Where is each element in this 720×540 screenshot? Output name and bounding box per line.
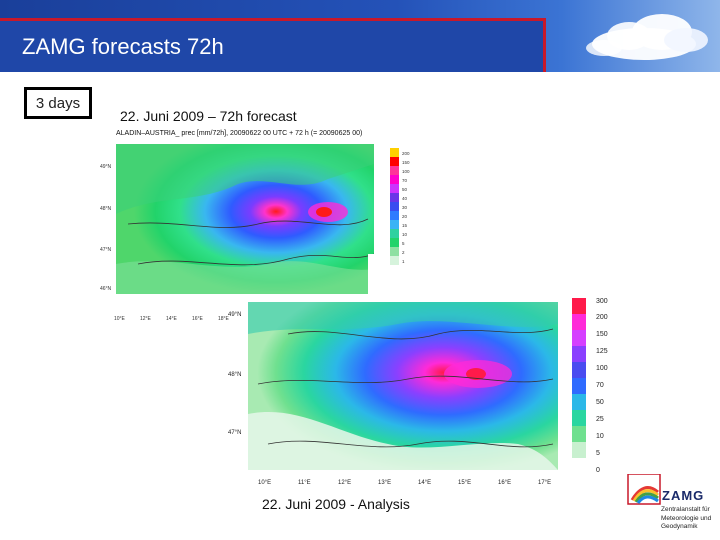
forecast-lon-label: 16°E [192, 316, 204, 322]
days-label-box: 3 days [24, 87, 92, 119]
forecast-map-header: ALADIN–AUSTRIA_ prec [mm/72h], 20090622 … [116, 130, 362, 137]
forecast-legend-value: 10 [402, 232, 408, 237]
analysis-lon-label: 14°E [418, 480, 431, 486]
analysis-lon-label: 16°E [498, 480, 511, 486]
analysis-legend-value: 200 [596, 314, 608, 321]
logo-name: ZAMG [662, 488, 705, 503]
forecast-lon-label: 10°E [114, 316, 126, 322]
zamg-logo-icon [627, 474, 661, 505]
analysis-legend-value: 125 [596, 348, 608, 355]
header-banner: ZAMG forecasts 72h [0, 0, 720, 72]
forecast-legend-value: 30 [402, 205, 408, 210]
analysis-caption: 22. Juni 2009 - Analysis [262, 496, 410, 512]
forecast-lat-label: 49°N [100, 164, 112, 170]
analysis-legend-value: 0 [596, 467, 600, 474]
analysis-legend-value: 300 [596, 298, 608, 305]
analysis-lon-label: 13°E [378, 480, 391, 486]
title-panel [0, 18, 546, 72]
analysis-legend-value: 50 [596, 399, 604, 406]
analysis-lon-label: 15°E [458, 480, 471, 486]
logo-subtitle-line: Meteorologie und [661, 514, 712, 522]
forecast-lat-label: 47°N [100, 247, 112, 253]
forecast-legend-value: 200 [402, 151, 410, 156]
analysis-lon-label: 10°E [258, 480, 271, 486]
analysis-map: 300 200 150 125 100 70 50 25 10 5 0 49°N… [228, 298, 608, 486]
analysis-lon-label: 11°E [298, 480, 311, 486]
analysis-lon-label: 12°E [338, 480, 351, 486]
logo-subtitle-line: Geodynamik [661, 523, 698, 530]
logo-subtitle: Zentralanstalt für Meteorologie und Geod… [661, 506, 719, 532]
forecast-lon-label: 12°E [140, 316, 152, 322]
forecast-lat-label: 48°N [100, 206, 112, 212]
forecast-legend-value: 50 [402, 187, 408, 192]
forecast-lat-label: 46°N [100, 286, 112, 292]
analysis-legend-value: 100 [596, 365, 608, 372]
forecast-legend-value: 150 [402, 160, 410, 165]
analysis-lat-label: 49°N [228, 312, 241, 318]
forecast-legend-value: 70 [402, 178, 408, 183]
forecast-lon-label: 14°E [166, 316, 178, 322]
logo-subtitle-line: Zentralanstalt für [661, 506, 710, 513]
analysis-legend-value: 10 [596, 433, 604, 440]
forecast-map: ALADIN–AUSTRIA_ prec [mm/72h], 20090622 … [100, 130, 428, 322]
slide-title: ZAMG forecasts 72h [22, 34, 224, 59]
forecast-legend-value: 100 [402, 169, 410, 174]
forecast-legend-value: 5 [402, 241, 405, 246]
forecast-lon-label: 18°E [218, 316, 230, 322]
forecast-legend-value: 40 [402, 196, 408, 201]
forecast-legend-value: 1 [402, 259, 405, 264]
forecast-legend-value: 15 [402, 223, 408, 228]
forecast-caption: 22. Juni 2009 – 72h forecast [120, 108, 297, 124]
analysis-lat-label: 48°N [228, 372, 241, 378]
forecast-legend-value: 20 [402, 214, 408, 219]
analysis-lon-label: 17°E [538, 480, 551, 486]
analysis-legend-value: 25 [596, 416, 604, 423]
analysis-legend-value: 5 [596, 450, 600, 457]
analysis-legend-value: 70 [596, 382, 604, 389]
cloud-icon [586, 14, 708, 60]
forecast-legend-value: 2 [402, 250, 405, 255]
analysis-legend-value: 150 [596, 331, 608, 338]
analysis-lat-label: 47°N [228, 430, 241, 436]
